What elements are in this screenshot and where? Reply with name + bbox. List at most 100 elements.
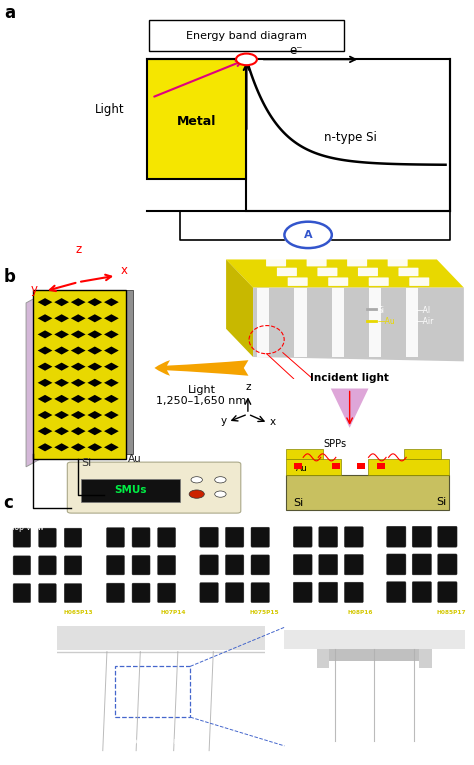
Bar xyxy=(71,379,86,387)
Bar xyxy=(104,443,119,451)
FancyBboxPatch shape xyxy=(399,268,419,276)
Text: z: z xyxy=(245,382,251,392)
FancyBboxPatch shape xyxy=(39,584,56,603)
Text: Au: Au xyxy=(296,464,308,473)
Polygon shape xyxy=(226,259,253,357)
FancyBboxPatch shape xyxy=(13,584,31,603)
Bar xyxy=(71,298,86,306)
FancyBboxPatch shape xyxy=(13,556,31,575)
FancyBboxPatch shape xyxy=(200,583,219,603)
FancyBboxPatch shape xyxy=(345,582,363,603)
Bar xyxy=(147,60,246,180)
Text: A: A xyxy=(304,230,312,240)
Bar xyxy=(54,363,69,371)
FancyBboxPatch shape xyxy=(251,583,269,603)
Text: Top view: Top view xyxy=(10,523,44,532)
FancyBboxPatch shape xyxy=(13,528,31,547)
Bar xyxy=(317,649,432,660)
Bar xyxy=(54,379,69,387)
Bar xyxy=(37,411,53,419)
FancyBboxPatch shape xyxy=(387,526,406,547)
Bar xyxy=(54,395,69,403)
Bar xyxy=(37,314,53,322)
Text: 2 μm: 2 μm xyxy=(385,610,401,615)
Circle shape xyxy=(189,490,204,498)
Bar xyxy=(37,330,53,338)
Text: Si: Si xyxy=(436,496,447,506)
FancyBboxPatch shape xyxy=(369,278,389,286)
Bar xyxy=(37,443,53,451)
Bar xyxy=(71,411,86,419)
FancyBboxPatch shape xyxy=(64,528,82,547)
Text: y: y xyxy=(221,416,227,426)
Bar xyxy=(368,459,449,475)
FancyBboxPatch shape xyxy=(412,526,431,547)
Bar xyxy=(71,363,86,371)
FancyBboxPatch shape xyxy=(288,278,308,286)
Circle shape xyxy=(236,54,257,65)
Bar xyxy=(37,427,53,435)
Polygon shape xyxy=(33,290,126,459)
FancyBboxPatch shape xyxy=(412,581,431,603)
Bar xyxy=(104,395,119,403)
FancyBboxPatch shape xyxy=(251,527,269,547)
FancyBboxPatch shape xyxy=(158,555,175,575)
Bar xyxy=(104,411,119,419)
Text: 2 μm: 2 μm xyxy=(292,610,308,615)
Polygon shape xyxy=(331,389,368,428)
FancyBboxPatch shape xyxy=(107,528,125,547)
Text: —Au: —Au xyxy=(377,317,395,327)
Bar xyxy=(406,288,419,357)
Bar xyxy=(87,379,102,387)
Text: Si: Si xyxy=(377,305,384,314)
Polygon shape xyxy=(253,288,464,361)
Bar xyxy=(294,288,307,357)
Bar xyxy=(257,288,269,357)
FancyBboxPatch shape xyxy=(200,555,219,575)
FancyBboxPatch shape xyxy=(158,528,175,547)
Text: e⁻: e⁻ xyxy=(289,44,302,57)
FancyBboxPatch shape xyxy=(409,278,429,286)
Bar xyxy=(369,288,381,357)
FancyBboxPatch shape xyxy=(39,528,56,547)
Bar xyxy=(87,298,102,306)
FancyBboxPatch shape xyxy=(132,583,150,603)
Bar xyxy=(317,649,329,668)
Bar xyxy=(104,330,119,338)
Text: x: x xyxy=(121,265,128,278)
Text: SPPs: SPPs xyxy=(323,438,346,448)
Bar xyxy=(54,298,69,306)
Text: H085P17: H085P17 xyxy=(437,610,466,615)
Text: 100 nm: 100 nm xyxy=(290,738,314,744)
FancyBboxPatch shape xyxy=(39,556,56,575)
Bar xyxy=(104,379,119,387)
FancyBboxPatch shape xyxy=(293,526,312,547)
Text: H08P16: H08P16 xyxy=(347,610,373,615)
Bar xyxy=(81,479,180,502)
Text: Si: Si xyxy=(293,497,303,508)
Text: 100 nm: 100 nm xyxy=(63,750,87,754)
Bar xyxy=(57,626,265,650)
Text: 2 μm: 2 μm xyxy=(198,610,214,615)
FancyBboxPatch shape xyxy=(107,583,125,603)
Bar xyxy=(71,330,86,338)
Text: c: c xyxy=(3,494,13,512)
FancyBboxPatch shape xyxy=(293,555,312,575)
FancyBboxPatch shape xyxy=(438,581,457,603)
Text: y: y xyxy=(31,283,38,296)
Bar xyxy=(54,347,69,355)
Bar xyxy=(332,288,344,357)
FancyBboxPatch shape xyxy=(107,555,125,575)
FancyBboxPatch shape xyxy=(226,555,244,575)
FancyBboxPatch shape xyxy=(64,584,82,603)
Bar xyxy=(54,411,69,419)
Bar xyxy=(54,330,69,338)
Bar xyxy=(87,330,102,338)
Bar xyxy=(71,443,86,451)
FancyBboxPatch shape xyxy=(149,20,344,51)
Text: Cross section: Cross section xyxy=(123,737,179,746)
Bar xyxy=(419,649,432,668)
FancyBboxPatch shape xyxy=(319,555,337,575)
Bar xyxy=(71,347,86,355)
FancyBboxPatch shape xyxy=(226,527,244,547)
